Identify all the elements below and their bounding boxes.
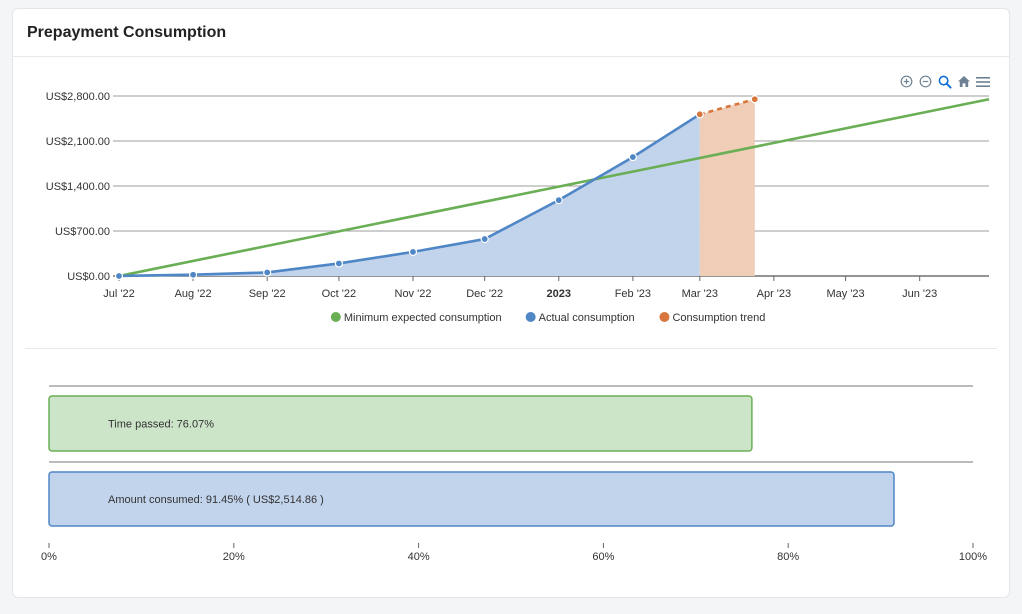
legend-label: Minimum expected consumption — [344, 312, 502, 324]
trend-point[interactable] — [695, 110, 704, 119]
card-header: Prepayment Consumption — [13, 9, 1009, 57]
actual-point[interactable] — [408, 247, 418, 256]
trend-point[interactable] — [750, 95, 759, 104]
legend-marker — [659, 312, 670, 322]
x-tick-label: Apr '23 — [757, 288, 792, 300]
actual-point[interactable] — [480, 234, 489, 244]
x-tick-label: 60% — [592, 551, 614, 563]
actual-point[interactable] — [554, 196, 563, 205]
legend-marker — [330, 312, 341, 322]
x-tick-label: 2023 — [547, 288, 571, 300]
x-tick-label: 0% — [41, 551, 57, 563]
zoom-out-icon[interactable] — [917, 73, 934, 90]
x-tick-label: Jul '22 — [103, 288, 134, 300]
card-title: Prepayment Consumption — [27, 24, 227, 41]
minimum-expected-line — [118, 97, 990, 278]
legend-item[interactable]: Minimum expected consumption — [330, 312, 502, 324]
x-tick-label: Oct '22 — [322, 288, 357, 300]
x-tick-label: Sep '22 — [249, 288, 286, 300]
legend-item[interactable]: Consumption trend — [659, 312, 765, 324]
x-tick-label: Dec '22 — [466, 288, 503, 300]
amount-consumed-label: Amount consumed: 91.45% ( US$2,514.86 ) — [108, 494, 324, 506]
legend-label: Actual consumption — [539, 312, 635, 324]
section-divider — [25, 348, 997, 349]
x-tick-label: Jun '23 — [902, 288, 937, 300]
x-tick-label: Aug '22 — [175, 288, 212, 300]
x-tick-label: Feb '23 — [615, 288, 651, 300]
amount-consumed-bar[interactable] — [48, 471, 895, 527]
actual-point[interactable] — [188, 270, 198, 279]
time-passed-label: Time passed: 76.07% — [108, 419, 214, 431]
chart-toolbar — [898, 73, 991, 90]
legend-label: Consumption trend — [672, 312, 765, 324]
x-tick-label: 40% — [408, 551, 430, 563]
actual-point[interactable] — [263, 268, 272, 277]
consumption-trend-line — [699, 97, 756, 116]
y-tick-label: US$0.00 — [67, 271, 110, 283]
prepayment-card: Prepayment Consumption US$0.00 US$700.00 U… — [12, 8, 1010, 598]
progress-bar-chart: Time passed: 76.07% Amount consumed: 91.4… — [41, 385, 987, 563]
actual-point[interactable] — [628, 152, 637, 162]
menu-icon[interactable] — [974, 73, 991, 90]
x-tick-label: 100% — [959, 551, 987, 563]
actual-consumption-area — [119, 114, 700, 276]
x-tick-label: Mar '23 — [682, 288, 718, 300]
zoom-select-icon[interactable] — [936, 73, 953, 90]
y-tick-label: US$2,800.00 — [46, 91, 110, 103]
home-icon[interactable] — [955, 73, 972, 90]
x-tick-label: 20% — [223, 551, 245, 563]
consumption-trend-area — [699, 99, 755, 276]
consumption-line-chart: US$0.00 US$700.00 US$1,400.00 US$2,100.00 US… — [46, 91, 990, 324]
x-tick-label: May '23 — [826, 288, 864, 300]
actual-point[interactable] — [334, 259, 343, 268]
actual-point[interactable] — [114, 271, 124, 281]
x-tick-label: Nov '22 — [395, 288, 432, 300]
x-tick-label: 80% — [777, 551, 799, 563]
legend-item[interactable]: Actual consumption — [525, 312, 635, 324]
legend-marker — [525, 312, 536, 322]
y-tick-label: US$700.00 — [55, 226, 110, 238]
zoom-in-icon[interactable] — [898, 73, 915, 90]
y-tick-label: US$1,400.00 — [46, 181, 110, 193]
y-tick-label: US$2,100.00 — [46, 136, 110, 148]
time-passed-bar[interactable] — [48, 395, 753, 452]
